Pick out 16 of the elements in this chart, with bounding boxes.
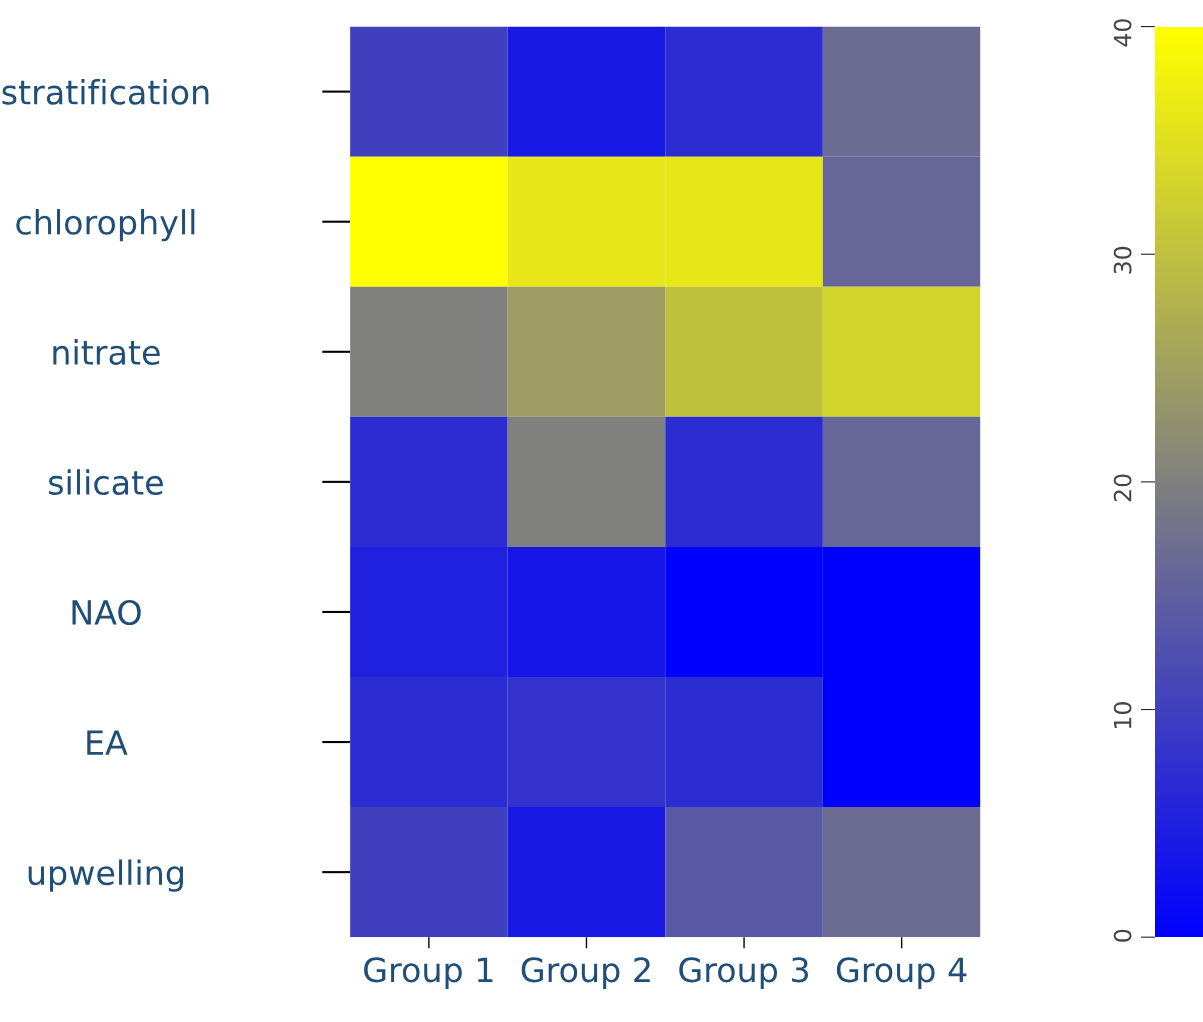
y-tick-label: stratification [2,78,209,105]
color-bar-label: 40 [1113,19,1132,47]
y-tick-label: chlorophyll [16,209,195,242]
x-tick-label: Group 4 [836,957,967,989]
y-tick-label: silicate [49,469,163,496]
y-tick-label: nitrate [53,339,160,365]
y-tick-label: EA [87,730,128,755]
y-tick-label: NAO [72,599,141,626]
color-bar-label: 30 [1113,246,1132,274]
color-bar-label: 0 [1113,929,1132,942]
y-tick-label: upwelling [28,859,183,892]
x-tick-label: Group 1 [364,957,493,989]
x-tick-label: Group 3 [679,957,809,989]
color-bar-label: 20 [1113,474,1132,502]
x-tick-label: Group 2 [521,957,650,989]
color-bar-label: 10 [1113,702,1132,728]
